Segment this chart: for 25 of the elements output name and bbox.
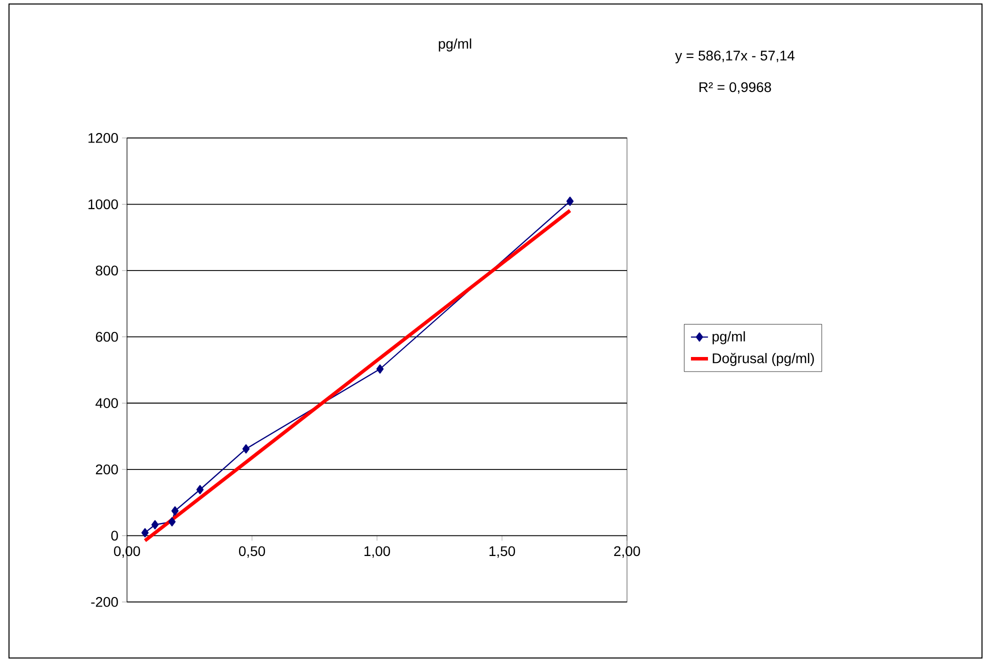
- x-tick-label: 1,50: [490, 546, 516, 558]
- point: [566, 196, 574, 206]
- point: [168, 517, 176, 526]
- y-tick-label: 1200: [88, 133, 118, 143]
- x-tick-label: 1,00: [364, 546, 390, 558]
- legend-label: Doğrusal (pg/ml): [712, 352, 814, 366]
- y-tick-label: 200: [96, 464, 118, 474]
- chart-title: pg/ml: [438, 38, 472, 52]
- point: [171, 506, 179, 516]
- text: y = 586,17x - 57,14: [675, 50, 794, 64]
- point: [151, 520, 159, 530]
- y-tick-label: 0: [111, 530, 118, 541]
- y-tick-label: -200: [91, 597, 118, 607]
- x-tick-label: 2,00: [614, 546, 640, 558]
- point: [242, 444, 250, 454]
- point: [376, 364, 384, 374]
- y-tick-label: 1000: [88, 199, 118, 210]
- y-tick-label: 400: [96, 398, 118, 408]
- x-tick-label: 0,50: [238, 546, 266, 558]
- y-tick-label: 800: [96, 266, 118, 276]
- legend-label: pg/ml: [712, 331, 745, 344]
- point: [196, 485, 204, 494]
- y-tick-label: 600: [96, 332, 118, 342]
- point: [141, 528, 149, 538]
- text: R² = 0,9968: [700, 82, 772, 94]
